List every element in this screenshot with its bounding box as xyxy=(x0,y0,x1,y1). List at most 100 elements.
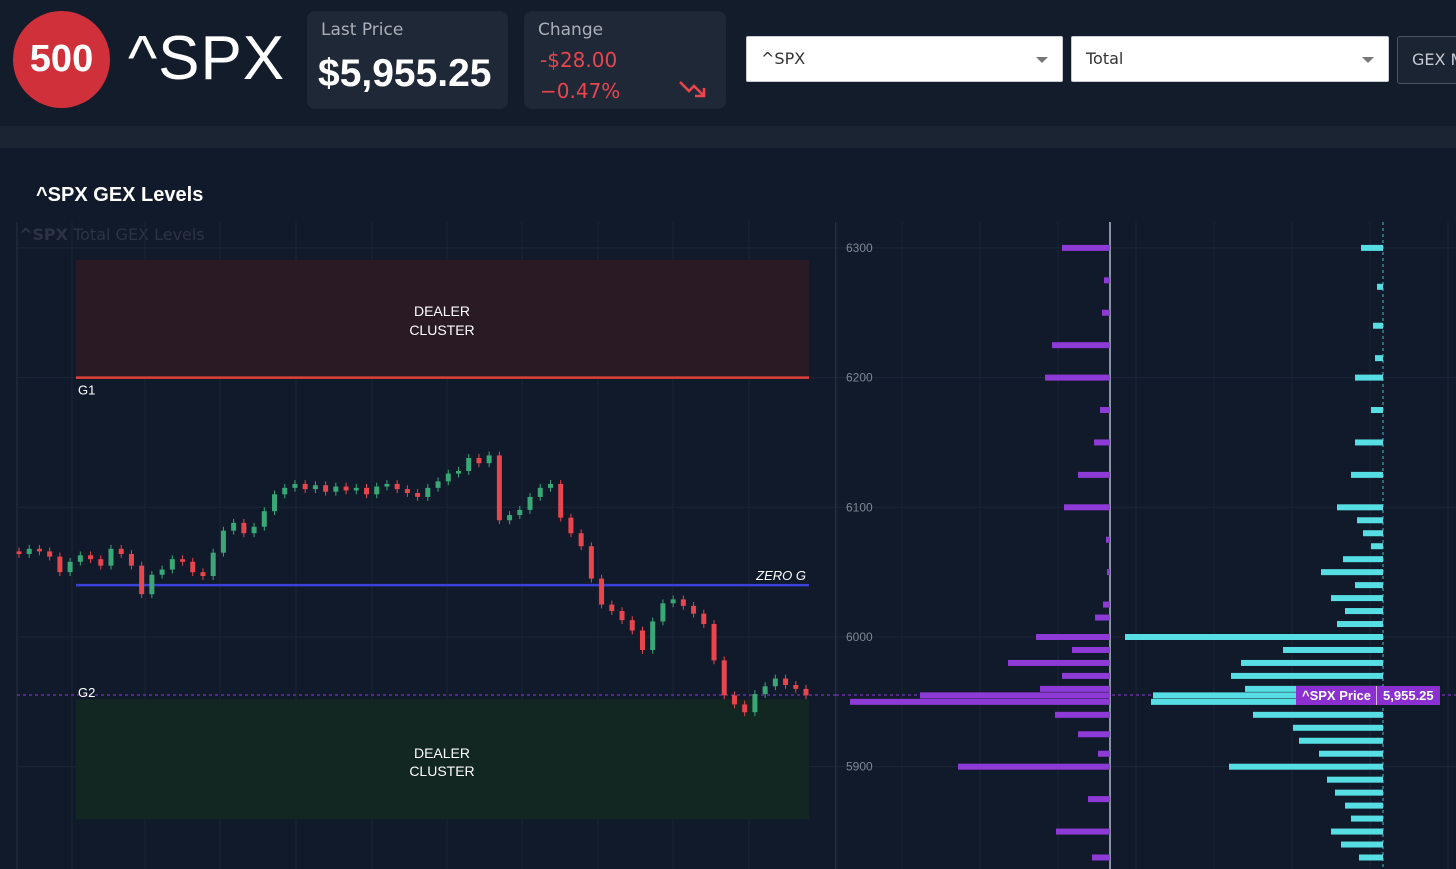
candle-body xyxy=(16,551,22,554)
candle-body xyxy=(190,561,196,573)
g2-label: G2 xyxy=(78,685,95,700)
upper-dealer-cluster-zone xyxy=(76,260,809,378)
call-gex-bar xyxy=(1361,244,1383,251)
change-percent: −0.47% xyxy=(540,79,621,103)
put-gex-bar xyxy=(1102,309,1110,316)
candle-body xyxy=(128,553,134,566)
candle-body xyxy=(691,605,697,614)
put-gex-bar xyxy=(1088,796,1110,803)
gex-bar-chart[interactable]: 5900 6000 6100 6200 6300 xyxy=(836,222,1456,869)
call-gex-bar xyxy=(1373,322,1383,329)
candle-body xyxy=(762,686,768,695)
call-gex-bar xyxy=(1355,439,1383,446)
y-tick-label: 6200 xyxy=(846,371,873,385)
put-gex-bar xyxy=(1104,277,1110,284)
candle-body xyxy=(793,684,799,689)
call-gex-bar xyxy=(1335,789,1383,796)
put-gex-bar xyxy=(1072,646,1110,653)
candle-body xyxy=(476,458,482,464)
upper-zone-label-line2: CLUSTER xyxy=(409,322,474,338)
symbol-select[interactable]: ^SPX xyxy=(746,36,1063,82)
ticker-symbol: ^SPX xyxy=(128,24,286,93)
candle-body xyxy=(353,487,359,491)
chevron-down-icon xyxy=(1036,57,1048,63)
gex-mode-button[interactable]: GEX M xyxy=(1397,36,1456,84)
candle-body xyxy=(680,599,686,606)
header: 500 ^SPX Last Price $5,955.25 Change -$2… xyxy=(0,0,1456,126)
put-gex-bar xyxy=(1064,504,1110,511)
index-badge: 500 xyxy=(13,11,110,108)
candle-body xyxy=(599,578,605,605)
candle-body xyxy=(169,559,175,570)
candle-body xyxy=(486,455,492,464)
trend-down-icon xyxy=(679,81,706,98)
candle-body xyxy=(159,569,165,575)
call-gex-bar xyxy=(1331,595,1383,602)
candle-body xyxy=(180,559,186,562)
last-price-value: $5,955.25 xyxy=(318,52,492,95)
candle-body xyxy=(220,530,226,553)
candle-body xyxy=(384,483,390,487)
call-gex-bar xyxy=(1371,407,1383,414)
call-gex-bar xyxy=(1283,646,1383,653)
candle-body xyxy=(108,548,114,566)
candle-body xyxy=(547,483,553,488)
lower-zone-label-line1: DEALER xyxy=(414,745,470,761)
plot-subtitle-symbol: ^SPX xyxy=(19,225,68,244)
call-gex-bar xyxy=(1355,374,1383,381)
candle-body xyxy=(588,546,594,579)
put-gex-bar xyxy=(958,763,1110,770)
candle-body xyxy=(425,487,431,497)
call-gex-bar xyxy=(1351,815,1383,822)
put-gex-bar xyxy=(1107,569,1110,576)
gex-type-select[interactable]: Total xyxy=(1071,36,1389,82)
plot-subtitle-text: Total GEX Levels xyxy=(68,225,205,244)
candle-body xyxy=(568,517,574,534)
candle-body xyxy=(527,496,533,510)
call-gex-bar xyxy=(1375,355,1383,362)
gex-bars xyxy=(850,244,1383,861)
call-gex-bar xyxy=(1153,692,1383,699)
call-gex-bar xyxy=(1377,283,1383,290)
candle-body xyxy=(578,533,584,547)
candle-body xyxy=(394,483,400,490)
candle-body xyxy=(26,548,32,554)
candle-body xyxy=(783,678,789,685)
put-gex-bar xyxy=(1098,750,1110,757)
call-gex-bar xyxy=(1151,698,1383,705)
candle-body xyxy=(139,565,145,595)
candles xyxy=(16,451,809,717)
candle-body xyxy=(67,561,73,573)
candle-body xyxy=(742,704,748,713)
zero-gamma-label: ZERO G xyxy=(755,568,806,583)
put-gex-bar xyxy=(1092,854,1110,861)
put-gex-bar xyxy=(920,692,1110,699)
candle-body xyxy=(415,493,421,497)
call-gex-bar xyxy=(1293,724,1383,731)
y-tick-label: 6000 xyxy=(846,630,873,644)
candle-body xyxy=(88,555,94,560)
candlestick-chart[interactable]: DEALER CLUSTER DEALER CLUSTER G1 ZERO G … xyxy=(0,222,836,869)
spx-price-value: 5,955.25 xyxy=(1376,686,1440,705)
gex-y-ticks: 5900 6000 6100 6200 6300 xyxy=(846,241,873,774)
put-gex-bar xyxy=(1100,407,1110,414)
candle-body xyxy=(404,489,410,494)
candle-body xyxy=(149,574,155,595)
candle-body xyxy=(537,487,543,497)
call-gex-bar xyxy=(1321,569,1383,576)
y-tick-label: 5900 xyxy=(846,760,873,774)
g1-label: G1 xyxy=(78,383,95,398)
upper-zone-label-line1: DEALER xyxy=(414,303,470,319)
call-gex-bar xyxy=(1319,750,1383,757)
put-gex-bar xyxy=(1078,471,1110,478)
put-gex-bar xyxy=(1103,601,1110,608)
candle-body xyxy=(639,630,645,650)
candle-body xyxy=(241,522,247,534)
candle-body xyxy=(466,458,472,471)
call-gex-bar xyxy=(1253,711,1383,718)
lower-zone-label-line2: CLUSTER xyxy=(409,763,474,779)
call-gex-bar xyxy=(1231,672,1383,679)
header-divider xyxy=(0,126,1456,148)
y-tick-label: 6300 xyxy=(846,241,873,255)
candle-body xyxy=(772,678,778,687)
